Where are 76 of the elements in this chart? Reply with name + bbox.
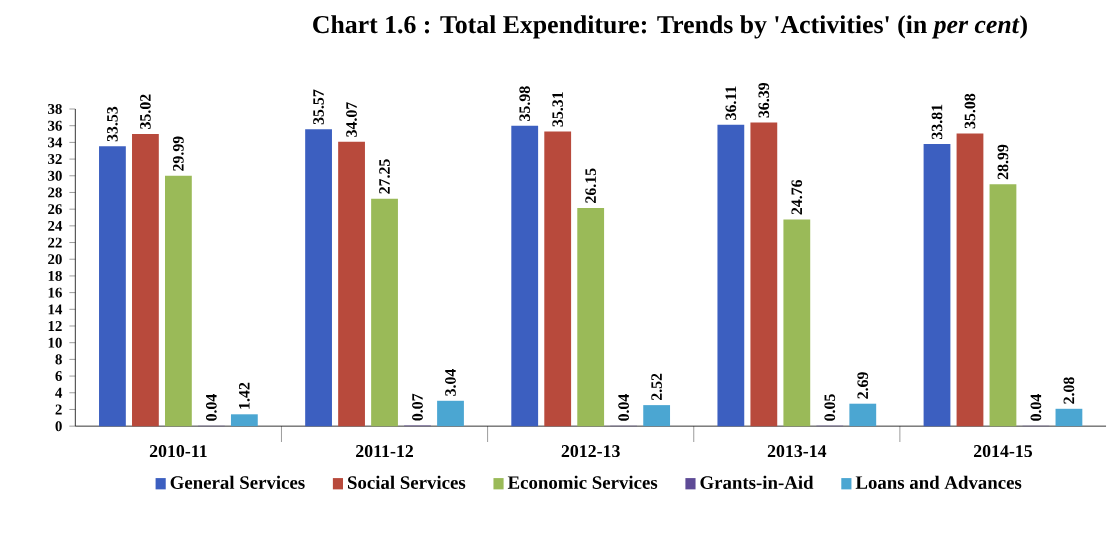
bar: [511, 125, 539, 427]
y-tick-label: 22: [48, 237, 62, 248]
y-tick-label: 12: [48, 321, 62, 331]
bar: [956, 133, 984, 427]
y-tick-label: 30: [48, 170, 62, 181]
data-label: 28.99: [997, 144, 1009, 180]
bar: [849, 403, 877, 427]
x-tick-label: 2011-12: [356, 445, 413, 458]
bar: [230, 414, 258, 427]
bar: [989, 184, 1017, 427]
data-label: 2.08: [1063, 377, 1075, 404]
bar: [305, 129, 332, 427]
data-label: 24.76: [791, 179, 803, 215]
bar: [923, 143, 951, 427]
y-tick-label: 20: [48, 254, 62, 265]
bar: [643, 405, 671, 427]
legend-label: General Services: [170, 475, 305, 489]
data-label: 33.53: [107, 106, 118, 142]
data-label: 2.69: [857, 372, 869, 399]
y-tick-label: 18: [48, 270, 62, 281]
data-label: 33.81: [931, 104, 943, 139]
data-label: 0.04: [618, 393, 630, 421]
y-tick-label: 28: [48, 187, 62, 198]
bar: [338, 141, 365, 427]
data-label: 0.04: [1030, 393, 1042, 421]
legend-label: Social Services: [347, 475, 466, 489]
bar: [165, 175, 192, 427]
bar: [371, 198, 398, 427]
bar: [717, 124, 745, 427]
data-label: 0.05: [824, 394, 836, 421]
y-tick-label: 14: [48, 304, 63, 315]
x-tick-label: 2010-11: [149, 445, 207, 458]
x-tick-label: 2012-13: [561, 445, 620, 458]
y-tick-label: 10: [48, 337, 62, 348]
data-label: 35.02: [140, 94, 151, 129]
data-label: 36.11: [725, 86, 737, 120]
chart-title: Chart 1.6 : Total Expenditure: Trends by 'Activities' (in per cent): [313, 15, 1027, 39]
y-tick-label: 34: [48, 137, 63, 148]
data-label: 3.04: [445, 368, 456, 396]
data-label: 35.98: [519, 86, 531, 121]
data-label: 0.07: [412, 393, 423, 421]
data-label: 35.08: [964, 93, 976, 129]
legend-label: Economic Services: [507, 475, 658, 489]
data-label: 36.39: [758, 82, 770, 118]
y-tick-label: 26: [48, 204, 62, 215]
x-tick-label: 2014-15: [973, 445, 1033, 458]
y-tick-label: 8: [55, 354, 62, 365]
y-tick-label: 6: [55, 371, 62, 382]
y-tick-label: 38: [48, 103, 62, 114]
y-tick-label: 32: [48, 154, 62, 165]
data-label: 35.57: [313, 89, 324, 125]
y-tick-label: 36: [48, 120, 62, 131]
y-tick-label: 24: [48, 220, 63, 231]
bar: [577, 207, 605, 427]
bar: [544, 131, 572, 427]
bar: [437, 400, 464, 427]
bar: [1055, 408, 1083, 427]
data-label: 26.15: [585, 168, 597, 203]
y-tick-label: 16: [48, 287, 62, 298]
bar: [132, 133, 159, 427]
y-tick-label: 0: [55, 421, 62, 432]
bar: [99, 146, 126, 427]
legend-label: Loans and Advances: [855, 475, 1022, 489]
bar: [783, 219, 811, 427]
y-tick-label: 4: [55, 387, 63, 398]
x-tick-label: 2013-14: [767, 445, 827, 458]
data-label: 2.52: [651, 373, 662, 401]
y-tick-label: 2: [55, 404, 62, 415]
data-label: 0.04: [206, 393, 217, 421]
data-label: 34.07: [346, 102, 357, 137]
data-label: 35.31: [552, 92, 564, 127]
data-label: 27.25: [379, 159, 390, 194]
legend-label: Grants-in-Aid: [700, 475, 814, 489]
data-label: 29.99: [173, 136, 184, 171]
data-label: 1.42: [238, 382, 250, 409]
bar: [750, 122, 778, 427]
